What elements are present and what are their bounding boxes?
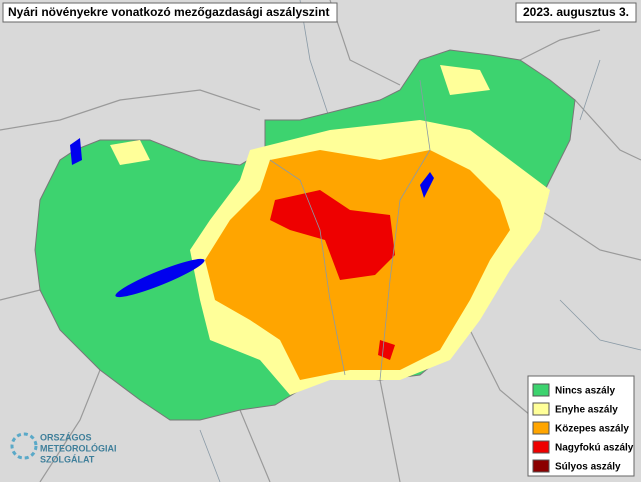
logo: ORSZÁGOS METEOROLÓGIAI SZOLGÁLAT (10, 432, 117, 464)
legend-label: Nincs aszály (555, 386, 615, 397)
legend: Nincs aszály Enyhe aszály Közepes aszály Na… (532, 383, 634, 473)
legend-swatch (532, 421, 550, 435)
legend-swatch (532, 440, 550, 454)
rivers-outside (199, 0, 641, 482)
legend-label: Súlyos aszály (555, 462, 621, 473)
legend-swatch (532, 383, 550, 397)
map-title: Nyári növényekre vonatkozó mezőgazdasági… (8, 5, 329, 19)
region-severe (270, 190, 395, 360)
map-date: 2023. augusztus 3. (523, 5, 629, 19)
legend-swatch (532, 402, 550, 416)
lake-tisza (420, 172, 434, 198)
legend-label: Közepes aszály (555, 424, 629, 435)
lake-ferto (70, 138, 82, 165)
lake-balaton (115, 258, 205, 298)
rivers (269, 79, 431, 381)
logo-line: SZOLGÁLAT (40, 454, 95, 464)
legend-label: Nagyfokú aszály (555, 443, 634, 454)
title-box (2, 2, 338, 23)
logo-icon (10, 432, 38, 460)
logo-line: METEOROLÓGIAI (40, 442, 117, 453)
date-box (515, 2, 637, 23)
legend-label: Enyhe aszály (555, 405, 618, 416)
logo-line: ORSZÁGOS (40, 432, 92, 442)
legend-swatch (532, 459, 550, 473)
